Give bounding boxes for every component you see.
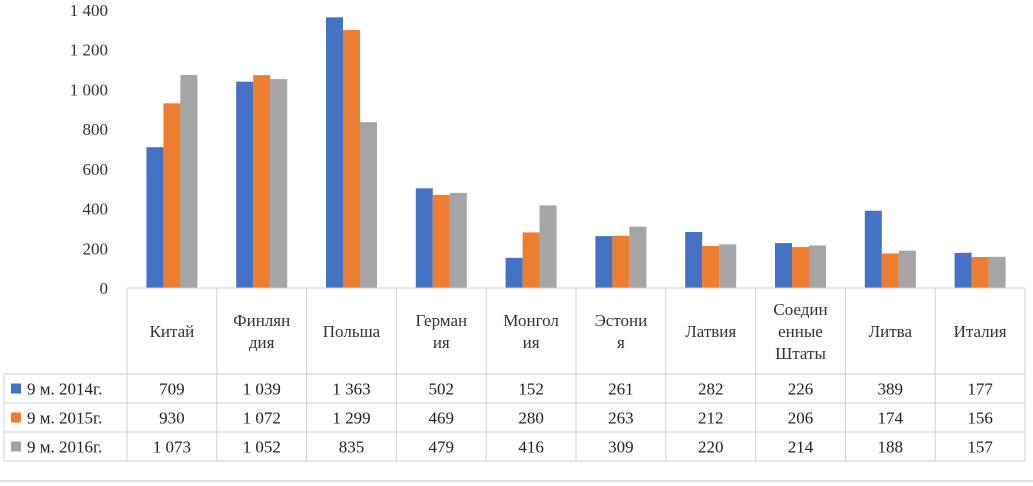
data-table-cell: 1 072 (243, 409, 281, 428)
y-tick-label: 1 200 (70, 41, 108, 60)
category-label: Герман (415, 311, 467, 330)
data-table-cell: 226 (788, 380, 814, 399)
category-label: Соедин (773, 300, 827, 319)
legend-key-0 (11, 383, 21, 394)
data-table-cell: 280 (518, 409, 544, 428)
bar-2-6 (719, 244, 737, 288)
category-label: Латвия (685, 322, 736, 341)
data-table-cell: 261 (608, 380, 634, 399)
category-label: дия (249, 333, 275, 352)
bar-1-2 (343, 30, 360, 288)
bar-1-7 (792, 247, 809, 288)
bar-2-3 (449, 192, 467, 288)
bar-2-5 (629, 226, 647, 288)
y-tick-label: 800 (83, 120, 109, 139)
bar-0-3 (415, 188, 433, 288)
bar-0-0 (146, 147, 164, 288)
bar-1-0 (163, 103, 181, 288)
bar-1-4 (522, 232, 540, 288)
category-label: Штаты (775, 344, 826, 363)
bar-0-6 (685, 232, 703, 288)
category-label: Италия (954, 322, 1007, 341)
category-label: ия (433, 333, 450, 352)
data-table-cell: 835 (339, 438, 365, 457)
bar-0-9 (954, 252, 972, 288)
bar-0-4 (505, 257, 523, 288)
y-tick-label: 0 (100, 279, 109, 298)
data-table-cell: 206 (788, 409, 814, 428)
y-tick-label: 400 (83, 200, 109, 219)
data-table-cell: 502 (429, 380, 455, 399)
data-table-cell: 157 (967, 438, 993, 457)
data-table-cell: 389 (878, 380, 904, 399)
data-table-cell: 220 (698, 438, 724, 457)
bar-0-1 (236, 81, 254, 288)
category-label: Монгол (503, 311, 559, 330)
bar-1-5 (612, 235, 630, 288)
legend-label: 9 м. 2016г. (27, 438, 102, 457)
data-table-cell: 479 (429, 438, 455, 457)
bar-0-5 (595, 236, 613, 288)
data-table-cell: 930 (159, 409, 185, 428)
data-table-cell: 212 (698, 409, 724, 428)
category-label: Польша (323, 322, 381, 341)
bar-0-8 (864, 210, 882, 288)
bar-1-6 (702, 245, 720, 288)
bar-2-4 (539, 205, 557, 288)
data-table-cell: 156 (967, 409, 993, 428)
bar-1-1 (253, 75, 271, 288)
category-label: енные (778, 322, 823, 341)
data-table-cell: 1 073 (153, 438, 191, 457)
data-table-cell: 709 (159, 380, 185, 399)
bar-1-3 (432, 194, 450, 288)
y-tick-label: 1 000 (70, 80, 108, 99)
bar-0-7 (775, 243, 792, 288)
category-label: Литва (869, 322, 913, 341)
data-table-cell: 214 (788, 438, 814, 457)
bar-2-0 (180, 74, 198, 288)
bar-2-8 (898, 250, 916, 288)
bar-2-7 (809, 245, 826, 288)
y-tick-label: 600 (83, 160, 109, 179)
data-table-cell: 188 (878, 438, 904, 457)
bar-1-8 (881, 253, 899, 288)
data-table-cell: 416 (518, 438, 544, 457)
legend-key-1 (11, 412, 21, 423)
data-table-cell: 1 052 (243, 438, 281, 457)
bar-2-9 (988, 256, 1006, 288)
data-table-cell: 282 (698, 380, 724, 399)
data-table-cell: 177 (967, 380, 993, 399)
bar-2-2 (360, 122, 377, 288)
data-table-cell: 469 (429, 409, 455, 428)
category-label: Китай (150, 322, 195, 341)
category-label: Финлян (233, 311, 290, 330)
legend-key-2 (11, 441, 21, 452)
bar-0-2 (326, 17, 343, 289)
category-label: Эстони (595, 311, 648, 330)
bar-1-9 (971, 257, 989, 288)
data-table-cell: 263 (608, 409, 634, 428)
category-label: ия (523, 333, 540, 352)
data-table-cell: 1 299 (332, 409, 370, 428)
y-tick-label: 200 (83, 239, 109, 258)
legend-label: 9 м. 2014г. (27, 380, 102, 399)
data-table-cell: 309 (608, 438, 634, 457)
data-table-cell: 1 363 (332, 380, 370, 399)
bar-2-1 (270, 79, 288, 288)
data-table-cell: 152 (518, 380, 544, 399)
y-tick-label: 1 400 (70, 1, 108, 20)
category-label: я (617, 333, 625, 352)
legend-label: 9 м. 2015г. (27, 409, 102, 428)
data-table-cell: 1 039 (243, 380, 281, 399)
data-table-cell: 174 (878, 409, 904, 428)
